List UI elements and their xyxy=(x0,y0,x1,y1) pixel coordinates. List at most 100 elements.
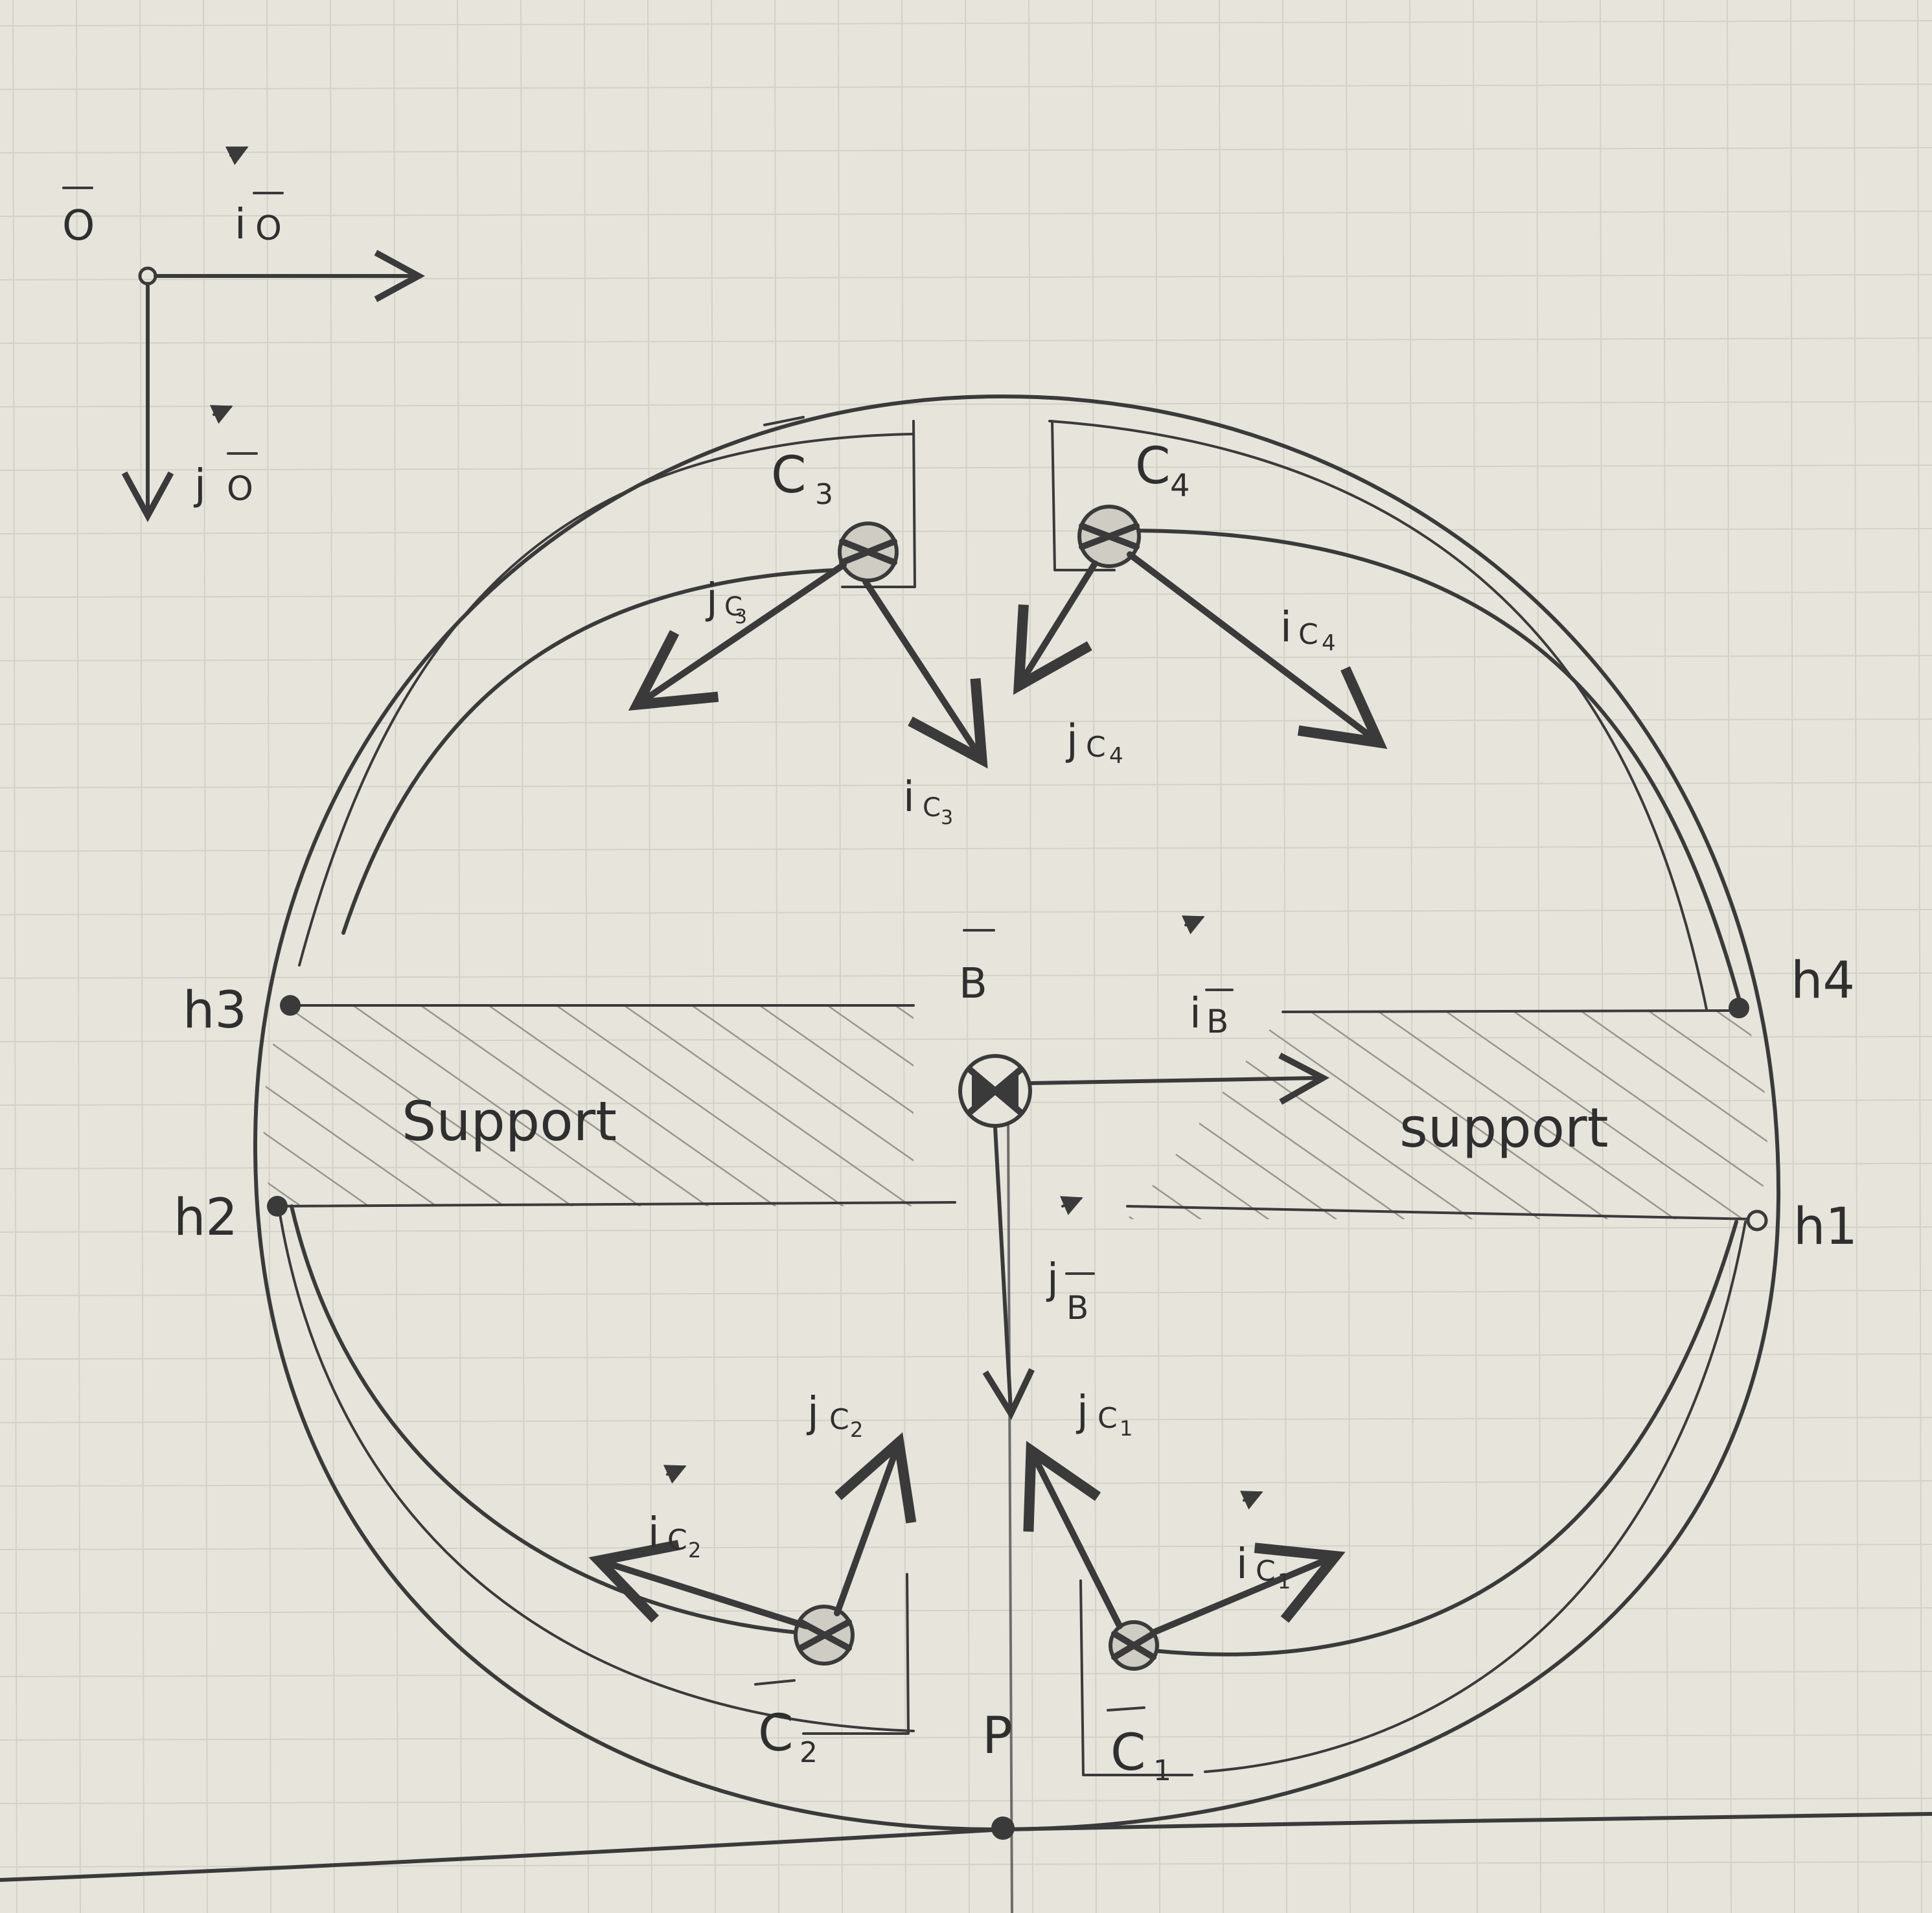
car-c3-i-label: i xyxy=(903,773,915,821)
grid-line-vertical xyxy=(203,0,208,1913)
car-c2-bracket xyxy=(802,1573,910,1735)
car-c4-name: C xyxy=(1135,437,1170,496)
car-c3-j-sub-num: 3 xyxy=(735,606,747,628)
grid-line-vertical xyxy=(520,0,525,1913)
car-c3-j-label: j xyxy=(705,575,718,623)
origin-j-label: j xyxy=(193,461,206,509)
car-c1-i-arrow xyxy=(1150,1542,1346,1636)
hinge-h2-node xyxy=(267,1196,288,1217)
grid-line-horizontal xyxy=(0,1417,1932,1423)
grid-line-vertical xyxy=(1600,0,1605,1913)
center-vertical-line xyxy=(1007,1113,1013,1913)
grid-line-vertical xyxy=(1028,0,1033,1913)
grid-line-vertical xyxy=(584,0,589,1913)
car-c2-j-arrow xyxy=(834,1432,917,1616)
car-c1-i-vector-mark xyxy=(1239,1491,1263,1510)
origin-frame: O i O j O xyxy=(62,146,426,523)
support-left-bottom-edge xyxy=(271,1201,956,1208)
car-c2-j-sub-num: 2 xyxy=(850,1417,863,1442)
car-c2-i-label: i xyxy=(648,1509,660,1557)
car-c2-i-vector-mark xyxy=(663,1465,687,1484)
car-c4-sub: 4 xyxy=(1170,468,1190,504)
body-i-axis xyxy=(1029,1052,1330,1105)
body-i-vector-mark xyxy=(1181,915,1205,935)
grid-line-horizontal xyxy=(0,1480,1932,1487)
car-c1-i-label: i xyxy=(1236,1541,1248,1588)
body-center-marker xyxy=(958,1054,1032,1128)
car-c3-j-sub: C xyxy=(724,592,742,622)
body-j-vector-mark xyxy=(1059,1196,1083,1215)
grid-line-horizontal xyxy=(0,591,1932,598)
car-c1-overbar xyxy=(1107,1706,1145,1712)
car-c1-marker xyxy=(1109,1620,1159,1671)
grid-line-vertical xyxy=(1917,0,1922,1913)
grid-line-horizontal xyxy=(0,972,1932,979)
car-c2-sub: 2 xyxy=(799,1736,818,1769)
grid-line-vertical xyxy=(1854,0,1859,1913)
grid-line-vertical xyxy=(647,0,652,1913)
grid-line-horizontal xyxy=(0,1734,1932,1741)
grid-line-horizontal xyxy=(0,528,1932,534)
car-c4-j-arrow xyxy=(1013,560,1098,695)
grid-line-vertical xyxy=(1346,0,1351,1913)
grid-line-horizontal xyxy=(0,84,1932,90)
grid-line-horizontal xyxy=(0,1353,1932,1360)
body-i-label: i xyxy=(1190,990,1201,1038)
grid-line-vertical xyxy=(1473,0,1478,1913)
ground-line xyxy=(0,1812,1932,1882)
hinge-h3-node xyxy=(280,995,301,1016)
support-right-label: support xyxy=(1399,1096,1609,1160)
car-c4-i-arrow xyxy=(1127,551,1388,750)
car-c2-i-arrow xyxy=(588,1540,809,1629)
car-c2-j-label: j xyxy=(806,1389,819,1437)
grid-line-vertical xyxy=(1219,0,1224,1913)
car-c2-i-sub-num: 2 xyxy=(688,1538,701,1563)
grid-line-vertical xyxy=(1155,0,1160,1913)
arm-c1 xyxy=(1151,1220,1747,1773)
car-c1-sub: 1 xyxy=(1153,1754,1171,1787)
grid-line-vertical xyxy=(711,0,716,1913)
grid-line-vertical xyxy=(457,0,462,1913)
grid-line-horizontal xyxy=(0,211,1932,217)
grid-line-vertical xyxy=(1727,0,1732,1913)
car-c1-j-label: j xyxy=(1075,1388,1088,1436)
arm-c2 xyxy=(277,1204,915,1732)
grid-line-horizontal xyxy=(0,1671,1932,1677)
car-c1-i-sub: C xyxy=(1256,1555,1276,1588)
car-c2-marker xyxy=(794,1605,855,1666)
arm-c4 xyxy=(1048,420,1743,1011)
grid-line-vertical xyxy=(1092,0,1097,1913)
support-right-top-edge xyxy=(1282,1009,1740,1013)
grid-line-horizontal xyxy=(0,1798,1932,1804)
hinge-h1-node xyxy=(1746,1209,1768,1231)
grid-line-horizontal xyxy=(0,909,1932,915)
car-c3-overbar xyxy=(763,416,805,426)
car-c4-marker xyxy=(1077,505,1141,568)
grid-line-horizontal xyxy=(0,274,1932,281)
hinge-h4-label: h4 xyxy=(1791,952,1855,1010)
grid-line-horizontal xyxy=(0,1544,1932,1550)
grid-line-vertical xyxy=(266,0,271,1913)
grid-line-vertical xyxy=(1282,0,1287,1913)
car-c4-j-sub: C xyxy=(1086,731,1106,764)
grid-line-horizontal xyxy=(0,401,1932,407)
body-j-axis xyxy=(982,1125,1035,1420)
car-c4-i-sub-num: 4 xyxy=(1322,630,1336,656)
grid-line-vertical xyxy=(774,0,779,1913)
hinge-h2-label: h2 xyxy=(174,1189,238,1247)
car-c3-i-sub-num: 3 xyxy=(941,807,953,829)
car-c1-i-sub-num: 1 xyxy=(1278,1569,1291,1594)
car-c4-i-sub: C xyxy=(1298,618,1318,651)
car-c3-i-arrow xyxy=(862,578,988,769)
origin-j-vector-mark xyxy=(209,405,233,424)
car-c1-bracket xyxy=(1079,1579,1193,1776)
hinge-h1-label: h1 xyxy=(1793,1198,1857,1256)
car-c3-j-arrow xyxy=(628,562,847,711)
grid-line-horizontal xyxy=(0,147,1932,154)
car-c3-name: C xyxy=(771,446,806,505)
grid-line-horizontal xyxy=(0,845,1932,852)
grid-line-vertical xyxy=(965,0,970,1913)
car-c3-marker xyxy=(838,521,899,582)
